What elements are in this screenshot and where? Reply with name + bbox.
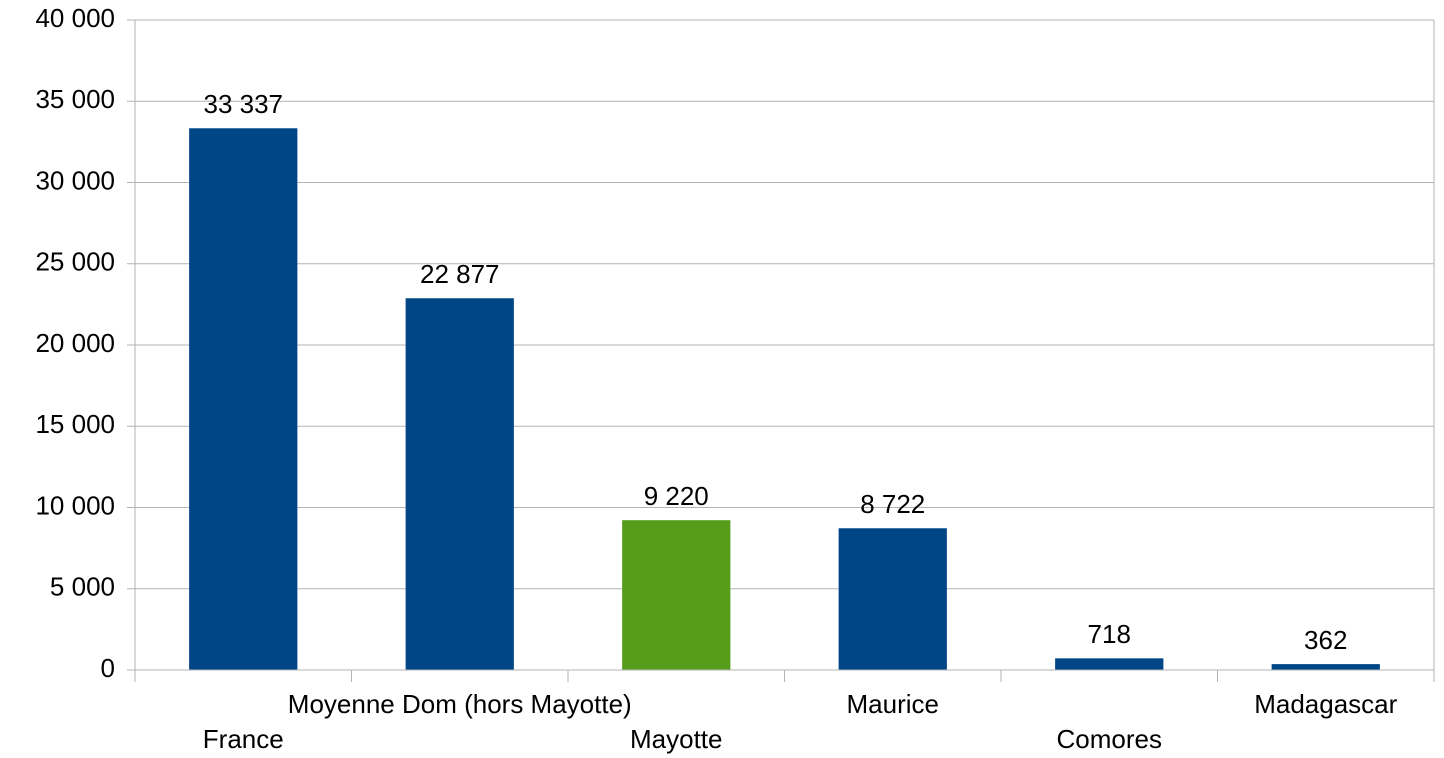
value-label: 33 337 (203, 89, 283, 119)
y-tick-label: 35 000 (35, 84, 115, 114)
bar (1055, 658, 1164, 670)
y-tick-label: 30 000 (35, 165, 115, 195)
y-tick-label: 25 000 (35, 247, 115, 277)
value-label: 362 (1304, 625, 1347, 655)
x-tick-label: Mayotte (630, 724, 723, 754)
value-label: 22 877 (420, 259, 500, 289)
y-tick-label: 15 000 (35, 409, 115, 439)
bar (838, 528, 947, 670)
bar (622, 520, 731, 670)
bar (189, 128, 298, 670)
value-label: 9 220 (644, 481, 709, 511)
y-tick-label: 0 (101, 653, 115, 683)
x-tick-label: France (203, 724, 284, 754)
value-label: 8 722 (860, 489, 925, 519)
value-label: 718 (1088, 619, 1131, 649)
x-tick-label: Maurice (847, 689, 939, 719)
x-tick-label: Comores (1057, 724, 1162, 754)
y-tick-label: 20 000 (35, 328, 115, 358)
y-tick-label: 40 000 (35, 3, 115, 33)
bar (405, 298, 514, 670)
y-tick-label: 10 000 (35, 490, 115, 520)
x-tick-label: Moyenne Dom (hors Mayotte) (288, 689, 632, 719)
y-tick-label: 5 000 (50, 572, 115, 602)
bar (1271, 664, 1380, 670)
x-tick-label: Madagascar (1254, 689, 1397, 719)
